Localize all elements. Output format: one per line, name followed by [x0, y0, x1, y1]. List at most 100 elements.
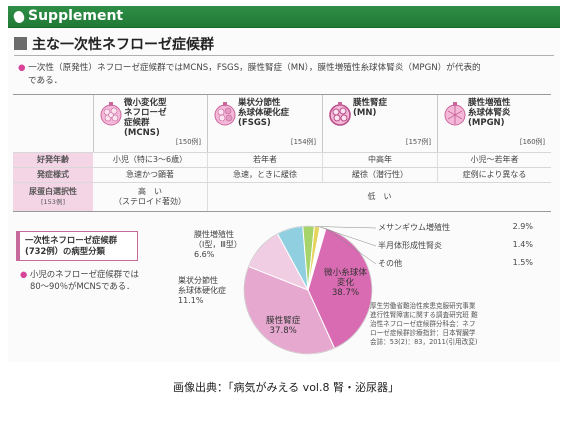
disease-name-mcns: 微小変化型 ネフローゼ 症候群 (MCNS) [124, 98, 167, 138]
age-mn: 中高年 [322, 153, 437, 167]
source-line: 会誌：53(2)：83，2011(引用改変) [370, 338, 478, 346]
textbook-page-scan: Supplement 主な一次性ネフローゼ症候群 ● 一次性（原発性）ネフローゼ… [8, 6, 560, 362]
disease-name-line: 膜性増殖性 [468, 98, 511, 108]
legend-item: 半月体形成性腎炎 1.4% [378, 240, 533, 251]
disease-name-mpgn: 膜性増殖性 糸球体腎炎 (MPGN) [468, 98, 511, 128]
classification-ribbon [16, 231, 20, 261]
table-rule [13, 182, 551, 183]
label-mn-value: 37.8% [269, 326, 297, 336]
note-line: 小児のネフローゼ症候群では [29, 269, 139, 279]
disease-name-line: (FSGS) [238, 118, 271, 128]
source-line: 厚生労働省難治性疾患克服研究事業 [370, 302, 476, 310]
leader-line [315, 226, 377, 229]
classification-line: 一次性ネフローゼ症候群 [25, 235, 118, 245]
legend-item: その他 1.5% [378, 258, 533, 269]
disease-header-mcns: 微小変化型 ネフローゼ 症候群 (MCNS) [150例] [93, 95, 207, 152]
case-count: [154例] [290, 138, 316, 146]
disease-name-line: (MPGN) [468, 118, 505, 128]
source-citation: 厚生労働省難治性疾患克服研究事業 進行性腎障害に関する調査研究班 難 治性ネフロ… [370, 302, 530, 347]
glomerulus-mpgn-icon [444, 102, 466, 126]
supplement-label: Supplement [28, 8, 124, 24]
label-fsgs: 巣状分節性 糸球体硬化症 11.1% [178, 276, 226, 306]
label-fsgs-value: 11.1% [178, 296, 204, 305]
selectivity-high-note: （ステロイド著効） [114, 197, 186, 206]
disease-name-line: 巣状分節性 [238, 98, 281, 108]
label-mcns-value: 38.7% [331, 288, 360, 298]
note-line: 80～90％がMCNSである． [30, 281, 135, 291]
leader-line [320, 227, 377, 247]
label-mpgn-line: （Ⅰ型，Ⅲ型） [194, 240, 242, 249]
glomerulus-mn-icon [329, 102, 351, 126]
selectivity-label: 尿蛋白選択性 [29, 187, 77, 196]
age-fsgs: 若年者 [207, 153, 322, 167]
label-mpgn-value: 6.6% [194, 250, 215, 259]
intro-text: ● 一次性（原発性）ネフローゼ症候群ではMCNS，FSGS，膜性腎症（MN），膜… [18, 62, 553, 88]
disease-name-line: 微小変化型 [124, 98, 167, 108]
intro-line-2: である． [28, 76, 63, 86]
disease-name-fsgs: 巣状分節性 糸球体硬化症 (FSGS) [238, 98, 289, 128]
legend-item: メサンギウム増殖性 2.9% [378, 222, 533, 233]
source-line: ローゼ症候群診療指針：日本腎臓学 [370, 329, 476, 337]
table-rule [13, 167, 551, 168]
selectivity-high: 高 い [138, 187, 162, 196]
onset-mn: 緩徐（潜行性） [322, 168, 437, 182]
disease-name-line: (MCNS) [124, 128, 160, 138]
pediatric-note: ● 小児のネフローゼ症候群では 80～90％がMCNSである． [20, 268, 150, 292]
label-fsgs-line: 糸球体硬化症 [178, 286, 226, 295]
label-mcns-line: 微小糸球体 [324, 268, 367, 278]
legend-value: 2.9% [512, 222, 533, 231]
bullet-icon: ● [20, 269, 28, 279]
classification-title: 一次性ネフローゼ症候群 (732例）の病型分類 [25, 235, 117, 257]
table-bottom-rule [13, 211, 551, 212]
disease-name-line: ネフローゼ [124, 108, 167, 118]
selectivity-mcns: 高 い （ステロイド著効） [93, 183, 207, 211]
selectivity-case-count: [153例] [41, 198, 65, 206]
comparison-table: 微小変化型 ネフローゼ 症候群 (MCNS) [150例] 巣状分節性 [13, 94, 551, 214]
glomerulus-mcns-icon [100, 102, 122, 126]
disease-header-mn: 膜性腎症 (MN) [157例] [322, 95, 437, 152]
disease-name-line: 症候群 [124, 118, 150, 128]
classification-line: (732例）の病型分類 [25, 246, 105, 256]
disease-header-mpgn: 膜性増殖性 糸球体腎炎 (MPGN) [160例] [437, 95, 551, 152]
label-mpgn-line: 膜性増殖性 [194, 230, 234, 239]
pill-icon [12, 9, 26, 25]
label-mn-line: 膜性腎症 [266, 316, 301, 326]
row-label-onset: 発症様式 [13, 168, 93, 182]
label-mpgn: 膜性増殖性 （Ⅰ型，Ⅲ型） 6.6% [194, 230, 242, 260]
disease-name-mn: 膜性腎症 (MN) [353, 98, 387, 118]
supplement-header: Supplement [8, 6, 560, 28]
source-line: 治性ネフローゼ症候群分科会：ネフ [370, 320, 476, 328]
section-title: 主な一次性ネフローゼ症候群 [32, 37, 214, 53]
disease-name-line: (MN) [353, 108, 377, 118]
disease-name-line: 膜性腎症 [353, 98, 388, 108]
pie-outline [243, 225, 373, 355]
label-fsgs-line: 巣状分節性 [178, 276, 218, 285]
onset-mcns: 急速かつ顕著 [126, 170, 174, 179]
section-square-icon [14, 37, 27, 50]
glomerulus-fsgs-icon [214, 102, 236, 126]
bullet-icon: ● [18, 63, 26, 73]
leader-line [325, 228, 377, 265]
age-mcns: 小児（特に3～6歳） [112, 155, 188, 164]
image-source-caption: 画像出典：「病気がみえる vol.8 腎・泌尿器」 [173, 381, 399, 394]
onset-fsgs: 急速，ときに緩徐 [207, 168, 322, 182]
disease-header-fsgs: 巣状分節性 糸球体硬化症 (FSGS) [154例] [207, 95, 322, 152]
case-count: [150例] [175, 138, 201, 146]
intro-line-1: 一次性（原発性）ネフローゼ症候群ではMCNS，FSGS，膜性腎症（MN），膜性増… [28, 63, 481, 73]
label-mcns-line: 変化 [336, 278, 355, 288]
legend-value: 1.4% [512, 240, 533, 249]
disease-name-line: 糸球体硬化症 [238, 108, 290, 118]
table-rule [13, 152, 551, 153]
onset-mpgn: 症例により異なる [437, 168, 551, 182]
legend-label: その他 [378, 259, 402, 268]
row-label-age: 好発年齢 [13, 153, 93, 167]
case-count: [160例] [519, 138, 545, 146]
label-mcns: 微小糸球体 変化 38.7% [324, 268, 367, 298]
pie-chart [243, 225, 377, 355]
selectivity-others: 低 い [207, 183, 551, 211]
legend-label: 半月体形成性腎炎 [378, 241, 442, 250]
legend-value: 1.5% [512, 258, 533, 267]
age-mpgn: 小児～若年者 [437, 153, 551, 167]
label-mn: 膜性腎症 37.8% [266, 316, 300, 336]
